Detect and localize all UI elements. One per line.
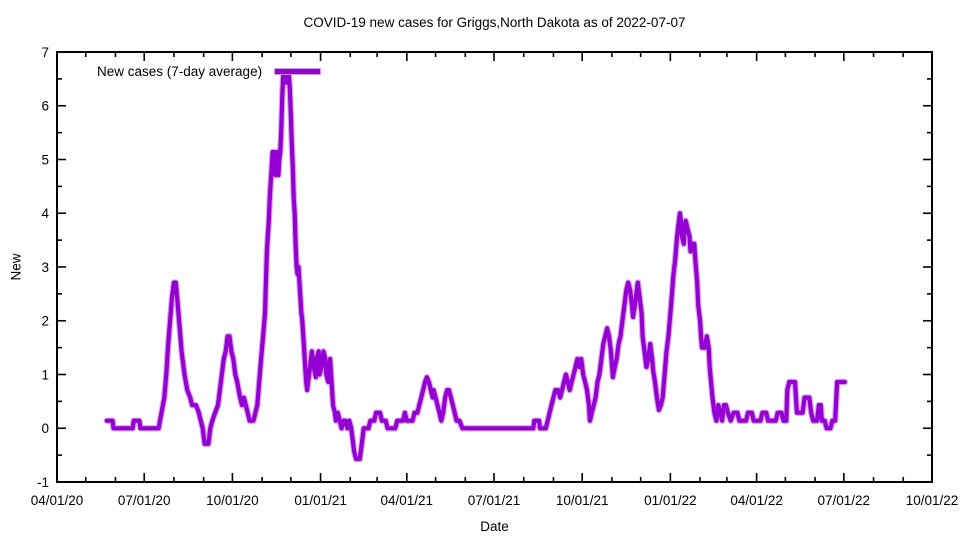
x-tick-label: 07/01/21 (468, 493, 521, 508)
x-tick-labels: 04/01/20 07/01/20 10/01/20 01/01/21 04/01/21… (31, 493, 959, 508)
legend: New cases (7-day average) (97, 64, 321, 79)
x-tick-label: 01/01/21 (294, 493, 347, 508)
x-tick-label: 10/01/20 (206, 493, 259, 508)
y-tick-label: -1 (37, 475, 49, 490)
legend-label: New cases (7-day average) (97, 64, 263, 79)
y-tick-label: 2 (41, 314, 49, 329)
x-tick-label: 10/01/21 (556, 493, 609, 508)
y-tick-label: 5 (41, 152, 49, 167)
y-tick-label: 0 (41, 421, 49, 436)
y-tick-labels: -1 0 1 2 3 4 5 6 7 (37, 45, 50, 490)
x-tick-label: 04/01/20 (31, 493, 84, 508)
y-tick-label: 7 (41, 45, 49, 60)
x-tick-label: 07/01/22 (818, 493, 871, 508)
x-tick-label: 01/01/22 (644, 493, 697, 508)
legend-line-sample (275, 69, 321, 74)
x-tick-label: 04/01/21 (381, 493, 434, 508)
y-tick-label: 3 (41, 260, 49, 275)
x-axis-label: Date (480, 519, 509, 534)
series-new-cases (103, 71, 849, 463)
plot-frame (56, 51, 933, 483)
x-tick-label: 07/01/20 (118, 493, 171, 508)
x-tick-label: 04/01/22 (730, 493, 783, 508)
chart-title: COVID-19 new cases for Griggs,North Dako… (303, 15, 686, 30)
y-tick-label: 6 (41, 99, 49, 114)
y-tick-label: 4 (41, 206, 49, 221)
y-tick-label: 1 (41, 367, 49, 382)
axis-ticks (56, 51, 933, 483)
x-tick-label: 10/01/22 (906, 493, 959, 508)
